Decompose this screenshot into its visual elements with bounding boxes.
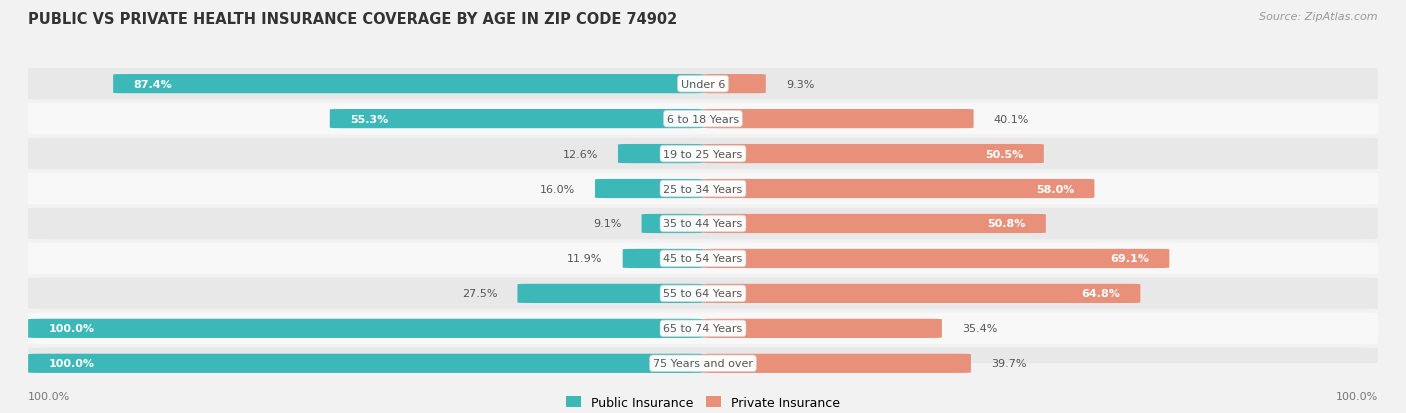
FancyBboxPatch shape bbox=[703, 354, 972, 373]
Text: 39.7%: 39.7% bbox=[991, 358, 1026, 368]
Text: 6 to 18 Years: 6 to 18 Years bbox=[666, 114, 740, 124]
Text: 100.0%: 100.0% bbox=[48, 323, 94, 334]
Text: 16.0%: 16.0% bbox=[540, 184, 575, 194]
Text: 9.1%: 9.1% bbox=[593, 219, 621, 229]
Text: 50.5%: 50.5% bbox=[986, 149, 1024, 159]
Text: 100.0%: 100.0% bbox=[1336, 391, 1378, 401]
FancyBboxPatch shape bbox=[28, 313, 1378, 344]
Text: 19 to 25 Years: 19 to 25 Years bbox=[664, 149, 742, 159]
FancyBboxPatch shape bbox=[28, 278, 1378, 309]
Text: 69.1%: 69.1% bbox=[1111, 254, 1149, 264]
Legend: Public Insurance, Private Insurance: Public Insurance, Private Insurance bbox=[561, 391, 845, 413]
FancyBboxPatch shape bbox=[112, 75, 703, 94]
FancyBboxPatch shape bbox=[703, 214, 1046, 233]
FancyBboxPatch shape bbox=[28, 348, 1378, 379]
Text: Under 6: Under 6 bbox=[681, 79, 725, 90]
FancyBboxPatch shape bbox=[28, 104, 1378, 135]
Text: 9.3%: 9.3% bbox=[786, 79, 814, 90]
FancyBboxPatch shape bbox=[641, 214, 703, 233]
FancyBboxPatch shape bbox=[28, 243, 1378, 275]
Text: 27.5%: 27.5% bbox=[461, 289, 498, 299]
Text: 35 to 44 Years: 35 to 44 Years bbox=[664, 219, 742, 229]
Text: 55 to 64 Years: 55 to 64 Years bbox=[664, 289, 742, 299]
FancyBboxPatch shape bbox=[330, 110, 703, 129]
Text: 45 to 54 Years: 45 to 54 Years bbox=[664, 254, 742, 264]
FancyBboxPatch shape bbox=[28, 173, 1378, 205]
FancyBboxPatch shape bbox=[28, 69, 1378, 100]
FancyBboxPatch shape bbox=[28, 319, 703, 338]
FancyBboxPatch shape bbox=[703, 284, 1140, 303]
FancyBboxPatch shape bbox=[517, 284, 703, 303]
FancyBboxPatch shape bbox=[703, 249, 1170, 268]
FancyBboxPatch shape bbox=[703, 75, 766, 94]
Text: 64.8%: 64.8% bbox=[1081, 289, 1121, 299]
FancyBboxPatch shape bbox=[595, 180, 703, 199]
Text: 11.9%: 11.9% bbox=[567, 254, 602, 264]
Text: 58.0%: 58.0% bbox=[1036, 184, 1074, 194]
FancyBboxPatch shape bbox=[28, 138, 1378, 170]
Text: 65 to 74 Years: 65 to 74 Years bbox=[664, 323, 742, 334]
FancyBboxPatch shape bbox=[703, 180, 1094, 199]
Text: 12.6%: 12.6% bbox=[562, 149, 598, 159]
Text: 35.4%: 35.4% bbox=[962, 323, 997, 334]
FancyBboxPatch shape bbox=[28, 354, 703, 373]
Text: 50.8%: 50.8% bbox=[987, 219, 1025, 229]
Text: Source: ZipAtlas.com: Source: ZipAtlas.com bbox=[1260, 12, 1378, 22]
FancyBboxPatch shape bbox=[28, 208, 1378, 240]
Text: 25 to 34 Years: 25 to 34 Years bbox=[664, 184, 742, 194]
FancyBboxPatch shape bbox=[703, 110, 973, 129]
FancyBboxPatch shape bbox=[703, 319, 942, 338]
FancyBboxPatch shape bbox=[703, 145, 1043, 164]
Text: PUBLIC VS PRIVATE HEALTH INSURANCE COVERAGE BY AGE IN ZIP CODE 74902: PUBLIC VS PRIVATE HEALTH INSURANCE COVER… bbox=[28, 12, 678, 27]
FancyBboxPatch shape bbox=[623, 249, 703, 268]
FancyBboxPatch shape bbox=[619, 145, 703, 164]
Text: 75 Years and over: 75 Years and over bbox=[652, 358, 754, 368]
Text: 87.4%: 87.4% bbox=[134, 79, 172, 90]
Text: 40.1%: 40.1% bbox=[994, 114, 1029, 124]
Text: 100.0%: 100.0% bbox=[48, 358, 94, 368]
Text: 55.3%: 55.3% bbox=[350, 114, 388, 124]
Text: 100.0%: 100.0% bbox=[28, 391, 70, 401]
